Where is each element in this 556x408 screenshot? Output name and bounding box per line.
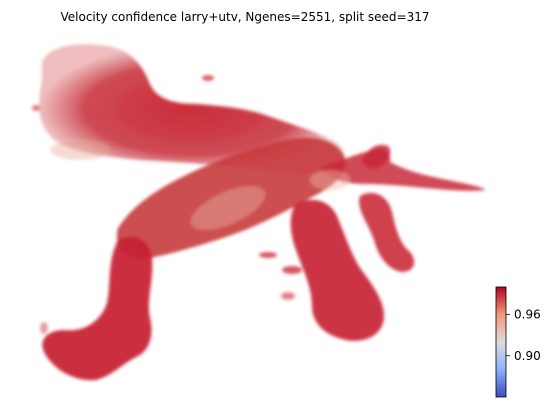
top-small-cluster: [202, 75, 214, 81]
lower-right-arm: [290, 199, 384, 341]
light-zone-center: [190, 186, 266, 230]
chart-title: Velocity confidence larry+utv, Ngenes=25…: [60, 10, 429, 24]
umap-embedding: [32, 44, 486, 381]
light-zone-left: [50, 140, 110, 160]
light-zone-right: [310, 170, 350, 190]
upper-left-cluster: [39, 44, 345, 174]
colorbar-gradient: [495, 286, 507, 398]
island-a: [259, 252, 277, 258]
left-edge-dots: [32, 105, 40, 111]
right-mid-cluster: [359, 192, 415, 272]
right-upper-spur: [362, 144, 391, 169]
colorbar-tick-label: 0.90: [514, 349, 541, 363]
right-branch: [320, 148, 486, 191]
colorbar-tick-label: 0.96: [514, 308, 541, 322]
island-c: [281, 292, 295, 300]
colorbar: 0.90 0.96: [495, 286, 541, 398]
colorbar-ticks: 0.90 0.96: [506, 308, 541, 363]
island-b: [282, 266, 302, 274]
lower-left-arm: [42, 236, 153, 381]
lower-left-tail: [40, 322, 48, 334]
